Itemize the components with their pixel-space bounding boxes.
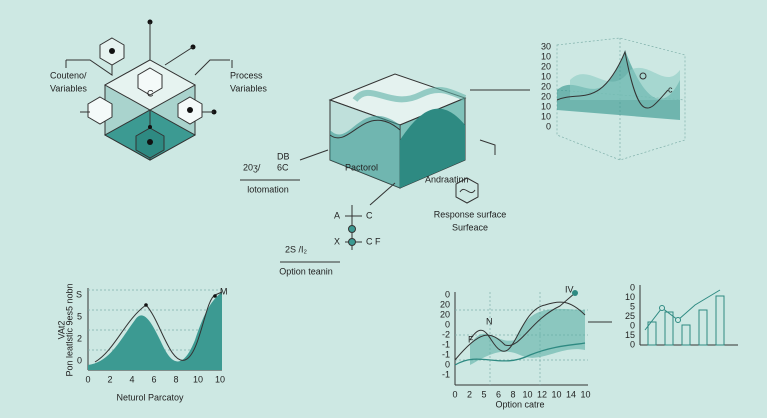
center-mark: C	[147, 88, 154, 98]
node-label: C	[366, 210, 373, 220]
variables-label: Process	[230, 70, 263, 80]
cube	[328, 73, 467, 189]
tick-label: 10	[625, 292, 635, 302]
node-label: A	[334, 210, 340, 220]
tick-label: S	[76, 289, 82, 299]
bar-chart	[639, 285, 738, 346]
tick-label: 8	[173, 374, 178, 384]
chart-title: Neturol Parcatoy	[116, 392, 184, 402]
tick-label: 0	[445, 359, 450, 369]
chart-title: Option catre	[495, 399, 544, 409]
tick-label: 12	[537, 389, 547, 399]
tick-label: 10	[541, 51, 551, 61]
variables-label: Couteno/	[50, 70, 87, 80]
variables-label: Variables	[230, 83, 267, 93]
node-label: C F	[366, 236, 381, 246]
tick-label: 0	[85, 374, 90, 384]
tick-label: 10	[522, 389, 532, 399]
arrow	[369, 182, 396, 206]
tick-label: 10	[541, 71, 551, 81]
tick-label: 5	[77, 311, 82, 321]
tick-label: 6	[496, 389, 501, 399]
hex-cluster	[65, 19, 233, 161]
tick-label: -1	[442, 369, 450, 379]
formula: 2S /I₂	[285, 244, 308, 254]
tick-label: 20	[541, 81, 551, 91]
peak-label: M	[220, 286, 228, 296]
tick-label: 5	[630, 301, 635, 311]
tick-label: 10	[541, 101, 551, 111]
tick-label: 30	[541, 41, 551, 51]
response-subtitle: Surfeace	[452, 222, 488, 232]
arrow	[299, 149, 329, 161]
tick-label: 10	[541, 111, 551, 121]
marker-label: N	[486, 316, 493, 326]
tick-label: 2	[467, 389, 472, 399]
marker-label: F	[468, 334, 474, 344]
arrow	[479, 139, 496, 155]
mid-chart	[454, 290, 612, 386]
formula: 6C	[277, 162, 289, 172]
y-axis-label: Pon leatlstic 9es5 nobn	[64, 283, 74, 376]
tick-label: 6	[151, 374, 156, 384]
tick-label: 0	[77, 355, 82, 365]
marker-label: c	[668, 84, 673, 94]
tick-label: 25	[625, 311, 635, 321]
node-diagram	[345, 205, 362, 250]
formula: 20ʒ/	[243, 162, 261, 172]
marker-label: IV	[565, 284, 574, 294]
tick-label: 20	[440, 299, 450, 309]
tick-label: 0	[546, 121, 551, 131]
formula-caption: lotomation	[247, 184, 289, 194]
variables-label: Variables	[50, 83, 87, 93]
tick-label: 2	[77, 333, 82, 343]
tick-label: 10	[215, 374, 225, 384]
tick-label: -2	[442, 329, 450, 339]
tick-label: 5	[481, 389, 486, 399]
tick-label: 20	[541, 91, 551, 101]
tick-label: 0	[445, 289, 450, 299]
tick-label: -1	[442, 349, 450, 359]
tick-label: 2	[107, 374, 112, 384]
tick-label: 10	[193, 374, 203, 384]
cube-label: Andraatinn	[425, 174, 469, 184]
tick-label: 0	[630, 339, 635, 349]
tick-label: -1	[442, 339, 450, 349]
tick-label: 10	[580, 389, 590, 399]
node-label: X	[334, 236, 340, 246]
tick-label: 15	[625, 330, 635, 340]
tick-label: 0	[445, 319, 450, 329]
hex-icon	[455, 177, 479, 204]
tick-label: 14	[566, 389, 576, 399]
tick-label: 0	[630, 282, 635, 292]
left-chart	[87, 288, 223, 371]
formula-caption: Option teanin	[279, 266, 333, 276]
tick-label: 4	[129, 374, 134, 384]
surface-chart	[556, 37, 686, 161]
y-axis-label: VAt2	[56, 321, 66, 340]
tick-label: 8	[510, 389, 515, 399]
cube-label: Pactorol	[345, 162, 378, 172]
tick-label: 20	[440, 309, 450, 319]
response-title: Response surface	[434, 209, 507, 219]
tick-label: 10	[551, 389, 561, 399]
tick-label: 0	[630, 320, 635, 330]
tick-label: 20	[541, 61, 551, 71]
tick-label: 0	[452, 389, 457, 399]
formula: DB	[277, 151, 290, 161]
